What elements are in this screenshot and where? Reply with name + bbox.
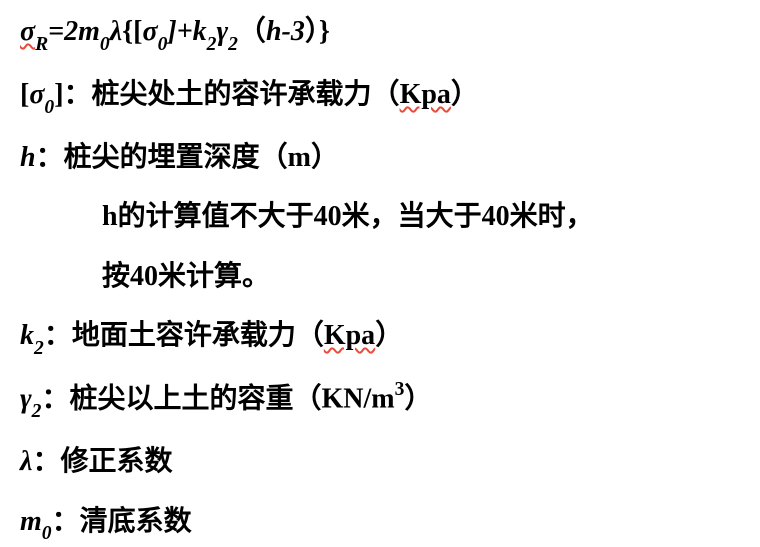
sub-0-m: 0	[100, 34, 110, 55]
sigma-char: σ	[20, 16, 35, 47]
formula-line: σR=2m0λ{[σ0]+k2γ2（h-3）}	[20, 10, 740, 57]
k-char: k	[20, 320, 34, 351]
eq-2m: =2m	[48, 16, 100, 47]
sub-0-2: 0	[44, 97, 54, 118]
lbracket: [	[20, 79, 29, 110]
sigma0-text: 桩尖处土的容许承载力（	[92, 79, 400, 110]
rbracket-plus-k: ]+k	[167, 16, 206, 47]
colon-k2: ：	[44, 320, 72, 351]
m-unit: m	[288, 142, 311, 173]
sub-0-sigma: 0	[158, 34, 168, 55]
sub-2-gamma: 2	[228, 34, 238, 55]
colon-gamma: ：	[41, 383, 69, 414]
h-note-line-1: h的计算值不大于40米，当大于40米时，	[20, 195, 740, 238]
h-note-1: h的计算值不大于40米，当大于40米时，	[102, 201, 594, 232]
kpa-unit-2: Kpa	[324, 320, 375, 351]
sub-2-k: 2	[207, 34, 217, 55]
h-note-line-2: 按40米计算。	[20, 255, 740, 298]
h-text: 桩尖的埋置深度（	[64, 142, 288, 173]
gamma-char-2: γ	[20, 383, 32, 414]
lambda-char-2: λ	[20, 446, 32, 477]
sigma-char-2: σ	[29, 79, 44, 110]
sigma0-char: σ	[143, 16, 158, 47]
h-note-2: 按40米计算。	[102, 261, 270, 292]
m0-def-line: m0：清底系数	[20, 500, 740, 547]
sub-2-k2: 2	[34, 338, 44, 359]
close-paren-1: ）	[451, 79, 479, 110]
sub-2-gamma2: 2	[32, 401, 42, 422]
close-paren-3: ）	[375, 320, 403, 351]
sup-3: 3	[395, 379, 405, 400]
k2-text: 地面土容许承载力（	[72, 320, 324, 351]
m-char: m	[20, 506, 42, 537]
kpa-unit-1: Kpa	[400, 79, 451, 110]
h-char: h	[20, 142, 36, 173]
sub-R: R	[35, 34, 48, 55]
h-minus-3: h-3	[266, 16, 305, 47]
rbracket-colon: ]：	[54, 79, 91, 110]
close-paren-4: ）	[404, 383, 432, 414]
colon-m0: ：	[52, 506, 80, 537]
gamma2-text: 桩尖以上土的容重（	[69, 383, 321, 414]
kn-m3-unit: KN/m	[321, 383, 394, 414]
lambda-char: λ	[110, 16, 122, 47]
gamma2-def-line: γ2：桩尖以上土的容重（KN/m3）	[20, 377, 740, 424]
lambda-def-line: λ：修正系数	[20, 440, 740, 483]
k2-def-line: k2：地面土容许承载力（Kpa）	[20, 314, 740, 361]
gamma-char: γ	[216, 16, 228, 47]
sub-0-m0: 0	[42, 523, 52, 544]
rbrace: }	[319, 16, 330, 47]
colon-lambda: ：	[32, 446, 60, 477]
sigma0-def-line: [σ0]：桩尖处土的容许承载力（Kpa）	[20, 73, 740, 120]
close-paren-2: ）	[311, 142, 339, 173]
m0-text: 清底系数	[80, 506, 192, 537]
lbrace: {[	[122, 16, 142, 47]
lambda-text: 修正系数	[60, 446, 172, 477]
h-def-line: h：桩尖的埋置深度（m）	[20, 136, 740, 179]
sigma-R-left: σR	[20, 16, 48, 47]
colon-h: ：	[36, 142, 64, 173]
paren-open: （	[238, 16, 266, 47]
paren-close: ）	[305, 16, 319, 47]
